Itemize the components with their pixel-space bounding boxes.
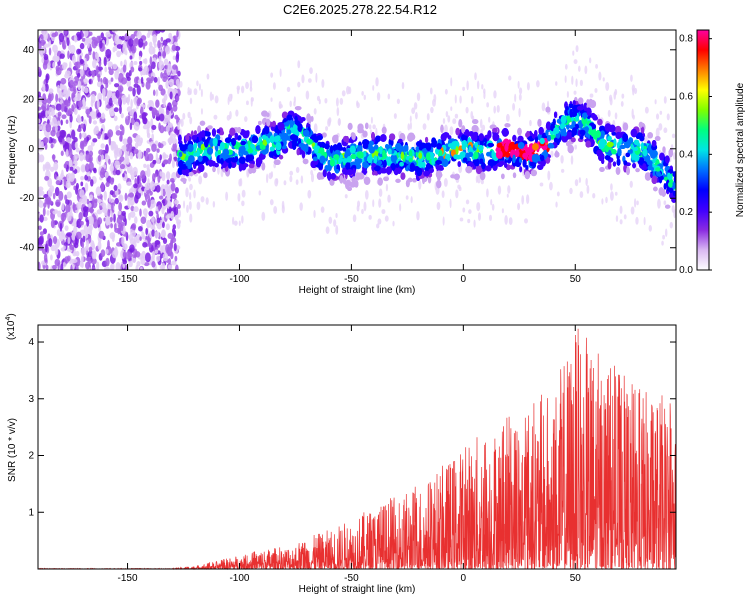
colorbar-ticks: 0.0 0.2 0.4 0.6 0.8 [679, 34, 712, 276]
snr-multiplier: (x104) [5, 313, 17, 340]
snr-x-tick-label-2: -50 [344, 573, 359, 584]
snr-x-label: Height of straight line (km) [299, 584, 416, 595]
spectrogram-y-tick-label-1: -20 [20, 193, 35, 204]
snr-y-tick-label-3: 4 [28, 337, 34, 348]
colorbar-tick-label-4: 0.8 [679, 34, 693, 45]
spectrogram-y-label: Frequency (Hz) [7, 116, 18, 185]
colorbar-gradient [696, 29, 710, 271]
spectrogram-x-tick-label-4: 50 [570, 274, 582, 285]
spectrogram-y-ticks: -40 -20 0 20 40 [20, 45, 676, 254]
snr-x-tick-label-4: 50 [570, 573, 582, 584]
spectrogram-y-tick-label-0: -40 [20, 243, 35, 254]
snr-y-label: SNR (10 * v/v) [7, 418, 18, 482]
snr-y-tick-label-0: 1 [28, 507, 34, 518]
snr-x-tick-label-1: -100 [229, 573, 249, 584]
colorbar-tick-label-1: 0.2 [679, 207, 693, 218]
snr-y-tick-label-1: 2 [28, 451, 34, 462]
spectrogram-frame [37, 29, 677, 271]
snr-frame [37, 324, 677, 570]
snr-series-line [37, 328, 677, 571]
snr-x-tick-label-3: 0 [461, 573, 467, 584]
chart-title: C2E6.2025.278.22.54.R12 [283, 2, 437, 17]
spectrogram-x-tick-label-3: 0 [461, 274, 467, 285]
colorbar-label: Normalized spectral amplitude [735, 82, 746, 217]
spectrogram-y-tick-label-4: 40 [23, 45, 35, 56]
colorbar-tick-label-3: 0.6 [679, 92, 693, 103]
colorbar: 0.0 0.2 0.4 0.6 0.8 Normalized spectral ampl… [679, 29, 746, 276]
snr-y-ticks: 1 2 3 4 [28, 337, 676, 518]
snr-x-tick-label-0: -150 [118, 573, 138, 584]
spectrogram-x-tick-label-2: -50 [344, 274, 359, 285]
spectrogram-x-label: Height of straight line (km) [299, 285, 416, 296]
spectrogram-x-tick-label-1: -100 [229, 274, 249, 285]
colorbar-tick-label-0: 0.0 [679, 265, 693, 276]
spectrogram-x-tick-label-0: -150 [118, 274, 138, 285]
spectrogram-y-tick-label-3: 20 [23, 94, 35, 105]
colorbar-tick-label-2: 0.4 [679, 149, 693, 160]
spectrogram-y-tick-label-2: 0 [28, 144, 34, 155]
snr-y-tick-label-2: 3 [28, 394, 34, 405]
spectrogram-panel: -150 -100 -50 0 50 -40 -20 0 20 40 Height of str… [7, 29, 677, 296]
spectrogram-heatmap [38, 30, 676, 270]
snr-x-ticks: -150 -100 -50 0 50 [118, 325, 582, 584]
spectrogram-x-ticks: -150 -100 -50 0 50 [118, 30, 582, 285]
snr-panel: -150 -100 -50 0 50 1 2 3 4 Height of straight l… [5, 313, 677, 595]
